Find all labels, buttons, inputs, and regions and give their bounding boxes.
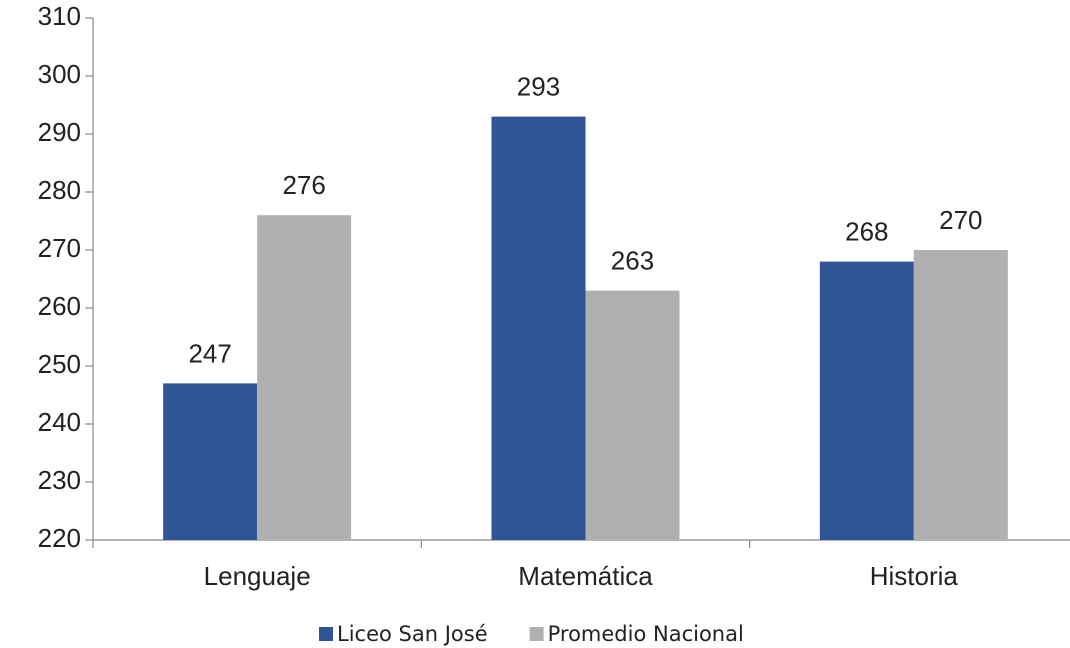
bar: [819, 261, 914, 540]
y-tick-label: 300: [38, 59, 81, 89]
data-label: 263: [611, 245, 654, 275]
y-tick-label: 290: [38, 117, 81, 147]
bar: [163, 383, 258, 540]
y-tick-label: 270: [38, 233, 81, 263]
y-tick-label: 230: [38, 465, 81, 495]
y-tick-label: 240: [38, 407, 81, 437]
bar: [913, 250, 1008, 540]
y-tick-label: 280: [38, 175, 81, 205]
y-tick-label: 220: [38, 523, 81, 553]
data-label: 247: [188, 338, 231, 368]
bar: [491, 116, 586, 540]
data-label: 268: [845, 216, 888, 246]
legend-label: Promedio Nacional: [548, 622, 744, 646]
bar: [257, 215, 352, 540]
x-tick-label: Historia: [870, 561, 959, 591]
legend-swatch: [319, 627, 333, 641]
data-label: 270: [939, 205, 982, 235]
y-tick-label: 310: [38, 1, 81, 31]
y-tick-label: 250: [38, 349, 81, 379]
x-tick-label: Lenguaje: [204, 561, 311, 591]
legend-swatch: [529, 627, 544, 641]
legend-label: Liceo San José: [337, 622, 488, 646]
x-tick-label: Matemática: [518, 561, 653, 591]
bar: [585, 290, 680, 540]
data-label: 276: [282, 170, 325, 200]
y-tick-label: 260: [38, 291, 81, 321]
data-label: 293: [517, 71, 560, 101]
